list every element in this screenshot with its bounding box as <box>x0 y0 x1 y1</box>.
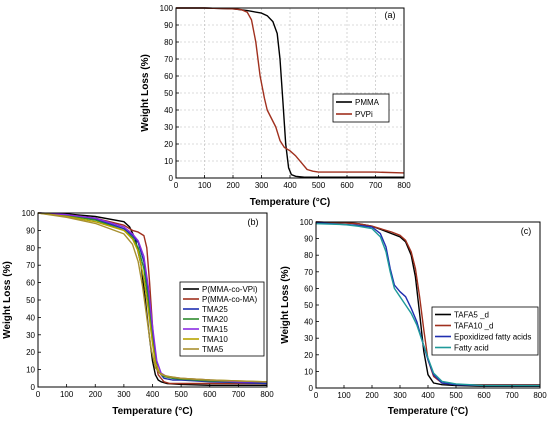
y-tick-label: 60 <box>164 72 173 81</box>
y-tick-label: 10 <box>164 157 173 166</box>
x-tick-label: 600 <box>203 390 217 399</box>
legend: TAFA5 _d TAFA10 _d Epoxidized fatty acids F… <box>431 306 539 356</box>
y-tick-label: 90 <box>304 235 313 244</box>
plot-frame <box>315 221 541 389</box>
x-tick-label: 600 <box>477 391 491 400</box>
x-tick-label: 500 <box>312 181 326 190</box>
legend-label: TAFA10 _d <box>454 322 493 331</box>
x-tick-label: 100 <box>337 391 351 400</box>
x-tick-label: 200 <box>365 391 379 400</box>
y-tick-label: 80 <box>26 244 35 253</box>
y-tick-label: 40 <box>26 313 35 322</box>
x-tick-label: 800 <box>260 390 274 399</box>
x-tick-label: 0 <box>314 391 319 400</box>
y-tick-label: 40 <box>304 318 313 327</box>
legend-label: TMA5 <box>202 345 224 354</box>
x-tick-label: 200 <box>89 390 103 399</box>
legend: PMMA PVPi <box>332 93 390 123</box>
y-tick-label: 100 <box>22 209 36 218</box>
y-tick-label: 0 <box>309 384 314 393</box>
x-axis-title: Temperature (°C) <box>388 406 469 417</box>
x-tick-label: 100 <box>60 390 74 399</box>
y-tick-label: 80 <box>304 251 313 260</box>
y-tick-label: 90 <box>26 226 35 235</box>
y-tick-label: 30 <box>164 123 173 132</box>
x-tick-label: 800 <box>397 181 411 190</box>
x-tick-label: 700 <box>232 390 246 399</box>
y-tick-label: 0 <box>169 174 174 183</box>
x-tick-label: 500 <box>449 391 463 400</box>
y-tick-label: 50 <box>26 296 35 305</box>
x-tick-label: 600 <box>340 181 354 190</box>
legend-label: TAFA5 _d <box>454 311 489 320</box>
x-tick-label: 200 <box>226 181 240 190</box>
y-axis-title: Weight Loss (%) <box>140 54 151 132</box>
x-tick-label: 400 <box>421 391 435 400</box>
y-tick-label: 30 <box>304 334 313 343</box>
chart-panel-b: 0 100 200 300 400 500 600 700 800 0 10 20 30 40 50 60 70… <box>2 209 274 417</box>
panel-label: (a) <box>385 10 396 20</box>
y-axis-title: Weight Loss (%) <box>280 266 291 344</box>
x-tick-label: 0 <box>174 181 179 190</box>
y-axis-title: Weight Loss (%) <box>2 261 13 339</box>
x-tick-label: 700 <box>369 181 383 190</box>
y-tick-label: 10 <box>26 366 35 375</box>
legend-label: P(MMA-co-VPi) <box>202 285 258 294</box>
legend-label: P(MMA-co-MA) <box>202 295 257 304</box>
y-tick-label: 70 <box>304 268 313 277</box>
chart-panel-c: 0 100 200 300 400 500 600 700 800 0 10 20 30 40 50 60 70… <box>280 218 547 417</box>
y-tick-label: 60 <box>304 284 313 293</box>
y-tick-label: 70 <box>26 261 35 270</box>
y-tick-label: 10 <box>304 367 313 376</box>
x-tick-label: 700 <box>505 391 519 400</box>
panel-label: (b) <box>248 217 259 227</box>
y-tick-label: 20 <box>164 140 173 149</box>
y-tick-label: 80 <box>164 38 173 47</box>
x-tick-label: 400 <box>283 181 297 190</box>
y-tick-label: 50 <box>164 89 173 98</box>
y-tick-label: 0 <box>31 383 36 392</box>
legend-label: PVPi <box>355 110 373 119</box>
legend-box <box>332 93 390 123</box>
y-tick-label: 50 <box>304 301 313 310</box>
series-line-tma5 <box>37 212 268 383</box>
legend-label: PMMA <box>355 98 380 107</box>
x-tick-label: 500 <box>174 390 188 399</box>
x-axis-title: Temperature (°C) <box>112 406 193 417</box>
legend-label: TMA15 <box>202 325 228 334</box>
y-tick-label: 90 <box>164 21 173 30</box>
x-axis-title: Temperature (°C) <box>250 197 331 208</box>
legend: P(MMA-co-VPi)P(MMA-co-MA)TMA25TMA20TMA15… <box>179 281 265 357</box>
series-line-p-mma-co-ma- <box>37 212 267 385</box>
x-tick-label: 800 <box>533 391 547 400</box>
y-tick-label: 70 <box>164 55 173 64</box>
legend-label: TMA20 <box>202 315 228 324</box>
y-tick-label: 20 <box>304 351 313 360</box>
x-tick-label: 300 <box>117 390 131 399</box>
y-tick-label: 100 <box>300 218 314 227</box>
series-line-pvpi <box>176 7 405 174</box>
x-tick-label: 300 <box>255 181 269 190</box>
x-tick-label: 400 <box>146 390 160 399</box>
y-tick-label: 20 <box>26 348 35 357</box>
y-tick-label: 100 <box>160 4 174 13</box>
panel-label: (c) <box>521 226 532 236</box>
y-tick-label: 60 <box>26 279 35 288</box>
series-line-epoxidized-fatty-acids <box>315 222 540 387</box>
legend-label: TMA25 <box>202 305 228 314</box>
chart-panel-a: 0 100 200 300 400 500 600 700 800 0 10 20 30 40 50 60 70… <box>140 4 411 208</box>
legend-label: Fatty acid <box>454 344 489 353</box>
y-tick-label: 30 <box>26 331 35 340</box>
y-tick-label: 40 <box>164 106 173 115</box>
x-tick-label: 100 <box>198 181 212 190</box>
legend-label: Epoxidized fatty acids <box>454 333 531 342</box>
x-tick-label: 300 <box>393 391 407 400</box>
legend-label: TMA10 <box>202 335 228 344</box>
x-tick-label: 0 <box>36 390 41 399</box>
series-line-fatty-acid <box>315 223 540 387</box>
